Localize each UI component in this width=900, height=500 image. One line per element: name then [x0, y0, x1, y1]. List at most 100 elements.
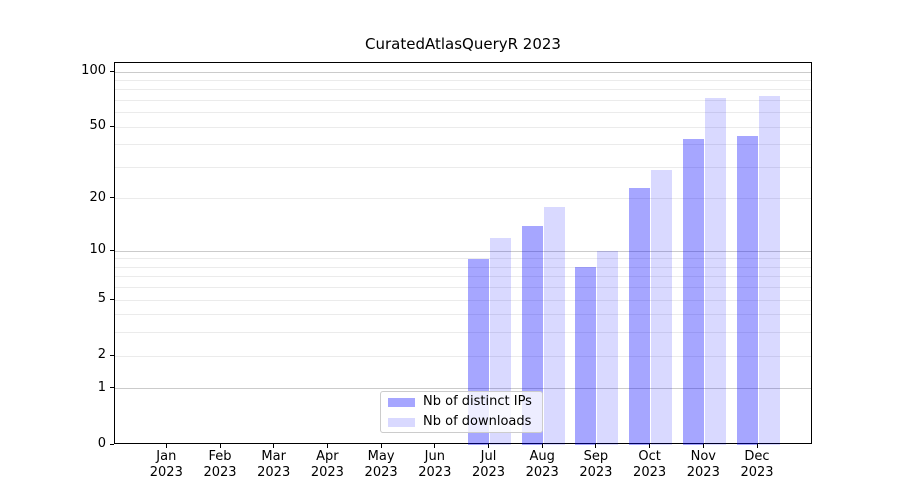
x-tick-label: May 2023 — [351, 449, 411, 481]
x-label-year: 2023 — [633, 465, 667, 480]
y-tick-label: 50 — [89, 118, 106, 134]
x-label-month: Aug — [529, 449, 555, 464]
x-label-year: 2023 — [149, 465, 183, 480]
gridline-minor — [115, 314, 811, 316]
y-tick-label: 100 — [81, 63, 106, 79]
bar-distinct-ips-dec — [736, 135, 758, 445]
y-tick-label: 20 — [89, 189, 106, 205]
y-tick-label: 5 — [97, 291, 106, 307]
gridline-minor — [115, 276, 811, 278]
x-label-year: 2023 — [418, 465, 452, 480]
x-label-month: May — [367, 449, 395, 464]
x-tick-label: Oct 2023 — [620, 449, 680, 481]
x-label-month: Apr — [316, 449, 339, 464]
legend-entry-downloads: Nb of downloads — [388, 413, 535, 431]
x-label-year: 2023 — [686, 465, 720, 480]
legend-entry-distinct-ips: Nb of distinct IPs — [388, 393, 535, 411]
x-tick-label: Jul 2023 — [459, 449, 519, 481]
gridline-minor — [115, 258, 811, 260]
bar-distinct-ips-aug — [521, 226, 543, 445]
y-tick — [110, 354, 114, 356]
gridline-minor — [115, 100, 811, 102]
gridline-minor — [115, 79, 811, 81]
x-tick — [649, 444, 651, 448]
bar-downloads-sep — [597, 251, 619, 445]
gridline-major — [115, 71, 811, 73]
x-label-month: Feb — [208, 449, 232, 464]
bar-downloads-aug — [543, 207, 565, 445]
x-label-year: 2023 — [364, 465, 398, 480]
bar-distinct-ips-sep — [575, 267, 597, 445]
x-tick-label: Nov 2023 — [673, 449, 733, 481]
x-label-month: Jan — [156, 449, 177, 464]
gridline-minor — [115, 198, 811, 200]
x-tick — [595, 444, 597, 448]
gridline-minor — [115, 126, 811, 128]
x-tick — [434, 444, 436, 448]
legend-label-downloads: Nb of downloads — [423, 414, 532, 429]
y-tick — [110, 125, 114, 127]
bar-distinct-ips-oct — [629, 188, 651, 445]
x-tick-label: Apr 2023 — [297, 449, 357, 481]
gridline-minor — [115, 112, 811, 114]
y-tick-label: 1 — [97, 379, 106, 395]
y-tick-label: 2 — [97, 347, 106, 363]
x-tick-label: Mar 2023 — [244, 449, 304, 481]
x-tick — [165, 444, 167, 448]
bar-downloads-oct — [651, 170, 673, 445]
y-tick — [110, 249, 114, 251]
y-tick — [110, 70, 114, 72]
y-tick — [110, 298, 114, 300]
x-tick — [756, 444, 758, 448]
x-tick — [488, 444, 489, 448]
y-tick — [110, 443, 114, 445]
x-tick-label: Jun 2023 — [405, 449, 465, 481]
x-tick — [326, 444, 328, 448]
gridline-minor — [115, 89, 811, 91]
bar-downloads-nov — [704, 98, 726, 445]
bar-distinct-ips-nov — [682, 139, 704, 445]
x-tick-label: Sep 2023 — [566, 449, 626, 481]
gridline-minor — [115, 167, 811, 168]
bar-downloads-dec — [758, 96, 780, 445]
legend: Nb of distinct IPs Nb of downloads — [380, 391, 543, 433]
x-tick-label: Aug 2023 — [512, 449, 572, 481]
x-label-year: 2023 — [740, 465, 774, 480]
x-tick — [273, 444, 275, 448]
gridline-minor — [115, 332, 811, 334]
x-label-year: 2023 — [471, 465, 506, 480]
legend-label-distinct-ips: Nb of distinct IPs — [423, 394, 532, 409]
x-label-year: 2023 — [203, 465, 237, 480]
gridline-minor — [115, 266, 811, 268]
gridline-minor — [115, 299, 811, 301]
plot-area — [114, 62, 812, 445]
x-tick-label: Feb 2023 — [190, 449, 250, 481]
x-tick-label: Dec 2023 — [727, 449, 787, 481]
y-tick — [110, 387, 114, 389]
x-label-month: Jul — [480, 449, 497, 464]
x-label-year: 2023 — [310, 465, 344, 480]
x-label-month: Sep — [583, 449, 609, 464]
x-tick — [541, 444, 543, 448]
x-tick-label: Jan 2023 — [136, 449, 196, 481]
x-label-month: Mar — [261, 449, 286, 464]
x-label-month: Jun — [424, 449, 445, 464]
x-label-month: Oct — [638, 449, 661, 464]
x-label-year: 2023 — [579, 465, 613, 480]
x-label-month: Dec — [744, 449, 770, 464]
x-label-month: Nov — [690, 449, 716, 464]
gridline-minor — [115, 287, 811, 289]
y-tick-label: 0 — [97, 436, 106, 451]
gridline-major — [115, 388, 811, 390]
x-label-year: 2023 — [257, 465, 291, 480]
chart-title: CuratedAtlasQueryR 2023 — [365, 35, 561, 53]
x-label-year: 2023 — [525, 465, 559, 480]
gridline-minor — [115, 355, 811, 357]
y-tick — [110, 197, 114, 199]
x-tick — [219, 444, 221, 448]
x-tick — [702, 444, 704, 448]
x-tick — [380, 444, 382, 448]
y-tick-label: 10 — [89, 242, 106, 258]
legend-swatch-distinct-ips — [388, 397, 415, 407]
